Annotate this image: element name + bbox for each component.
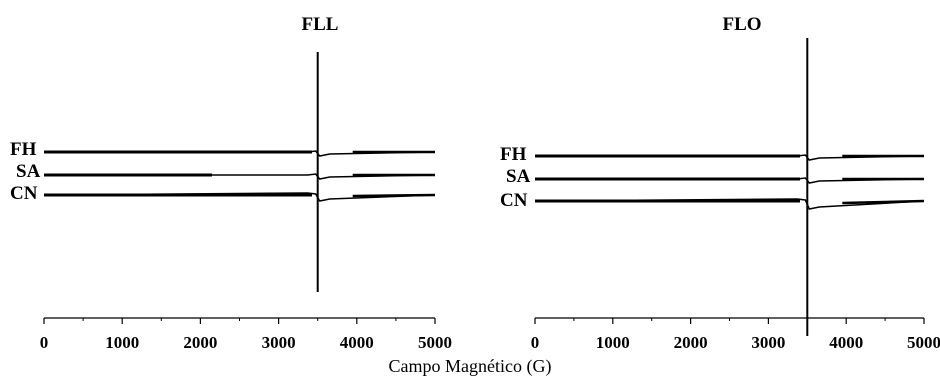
spectra-traces (534, 38, 925, 336)
x-tick-label: 0 (40, 333, 49, 352)
series-label-cn: CN (10, 183, 38, 204)
x-tick-label: 2000 (183, 333, 217, 352)
x-tick-label: 4000 (340, 333, 374, 352)
x-ticks: 0 1000 2000 3000 4000 5000 (40, 318, 452, 352)
series-label-fh: FH (10, 139, 37, 160)
series-label-cn: CN (500, 190, 528, 211)
trace-cn-tail (352, 193, 436, 198)
x-tick-label: 2000 (674, 333, 708, 352)
series-label-fh: FH (500, 144, 527, 165)
panel-flo: FLO 0 1000 2000 3000 4000 5000 FH SA CN (500, 14, 940, 352)
x-tick-label: 1000 (596, 333, 630, 352)
series-label-sa: SA (506, 166, 531, 187)
series-labels: FH SA CN (500, 144, 531, 211)
x-tick-label: 0 (531, 333, 540, 352)
trace-cn-tail (842, 199, 925, 205)
panel-fll: FLL 0 1000 2000 3000 4000 5000 FH SA CN (10, 14, 452, 352)
panel-title: FLL (302, 14, 339, 35)
trace-cn (43, 192, 436, 202)
series-labels: FH SA CN (10, 139, 41, 204)
spectra-traces (43, 52, 436, 292)
series-label-sa: SA (16, 161, 41, 182)
shared-x-axis-label: Campo Magnético (G) (389, 356, 552, 377)
x-tick-label: 3000 (751, 333, 785, 352)
x-tick-label: 5000 (907, 333, 940, 352)
panel-title: FLO (722, 14, 761, 35)
x-tick-label: 5000 (418, 333, 452, 352)
x-tick-label: 3000 (262, 333, 296, 352)
x-tick-label: 1000 (105, 333, 139, 352)
x-ticks: 0 1000 2000 3000 4000 5000 (531, 318, 940, 352)
x-tick-label: 4000 (829, 333, 863, 352)
